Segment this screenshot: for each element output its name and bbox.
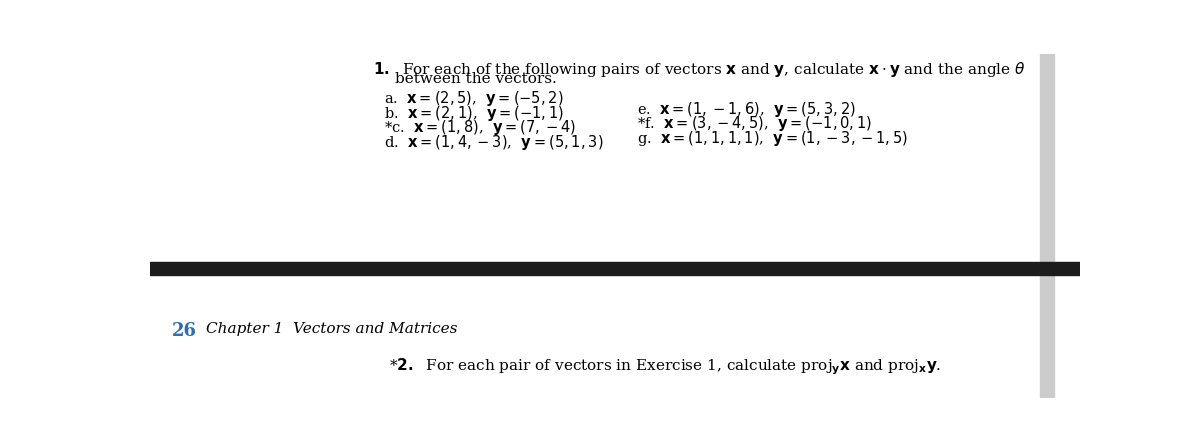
Text: e.  $\mathbf{x} = (1, -1, 6)$,  $\mathbf{y} = (5, 3, 2)$: e. $\mathbf{x} = (1, -1, 6)$, $\mathbf{y… [637,100,856,119]
Text: a.  $\mathbf{x} = (2, 5)$,  $\mathbf{y} = (-5, 2)$: a. $\mathbf{x} = (2, 5)$, $\mathbf{y} = … [384,89,564,108]
Bar [1039,54,1054,398]
Text: *c.  $\mathbf{x} = (1, 8)$,  $\mathbf{y} = (7, -4)$: *c. $\mathbf{x} = (1, 8)$, $\mathbf{y} =… [384,118,576,137]
Bar [150,261,1080,275]
Text: between the vectors.: between the vectors. [395,72,557,86]
Text: d.  $\mathbf{x} = (1, 4, -3)$,  $\mathbf{y} = (5, 1, 3)$: d. $\mathbf{x} = (1, 4, -3)$, $\mathbf{y… [384,133,604,152]
Text: 26: 26 [172,321,197,340]
Text: b.  $\mathbf{x} = (2, 1)$,  $\mathbf{y} = (-1, 1)$: b. $\mathbf{x} = (2, 1)$, $\mathbf{y} = … [384,104,564,122]
Text: *$\mathbf{2.}$  For each pair of vectors in Exercise 1, calculate proj$_{\mathbf: *$\mathbf{2.}$ For each pair of vectors … [389,356,941,377]
Text: Chapter 1  Vectors and Matrices: Chapter 1 Vectors and Matrices [206,321,457,336]
Text: $\mathbf{1.}$  For each of the following pairs of vectors $\mathbf{x}$ and $\mat: $\mathbf{1.}$ For each of the following … [373,60,1026,79]
Text: *f.  $\mathbf{x} = (3, -4, 5)$,  $\mathbf{y} = (-1, 0, 1)$: *f. $\mathbf{x} = (3, -4, 5)$, $\mathbf{… [637,114,871,134]
Text: g.  $\mathbf{x} = (1, 1, 1, 1)$,  $\mathbf{y} = (1, -3, -1, 5)$: g. $\mathbf{x} = (1, 1, 1, 1)$, $\mathbf… [637,129,907,148]
